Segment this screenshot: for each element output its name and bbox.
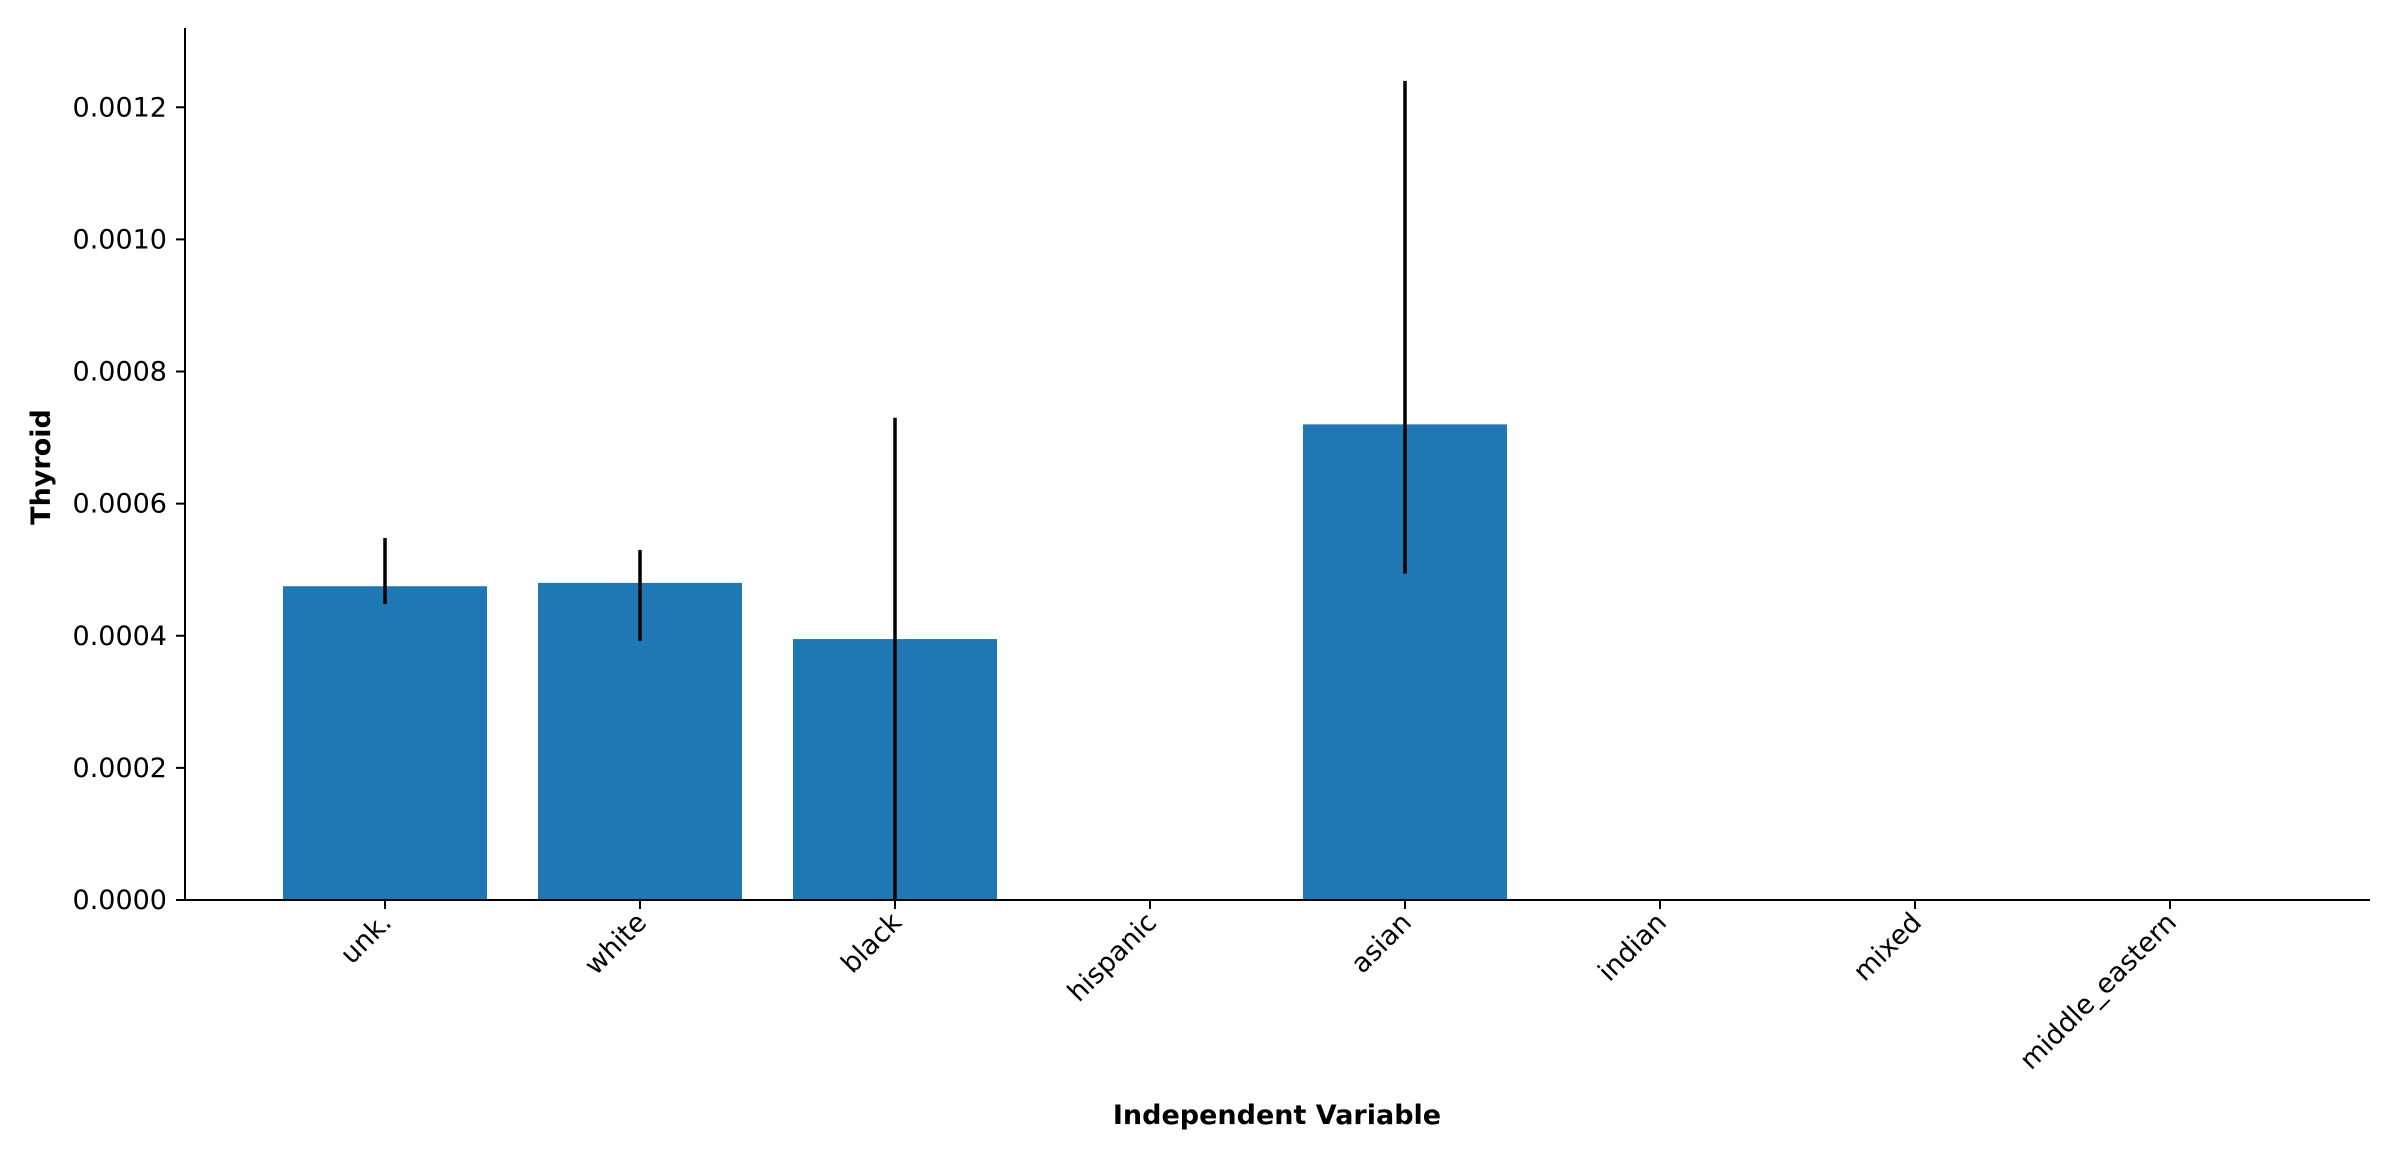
y-tick-label: 0.0000 (73, 885, 167, 916)
y-tick-label: 0.0012 (73, 92, 167, 123)
y-ticks-group: 0.0000 0.0002 0.0004 0.0006 0.0008 0.0010 0.00… (73, 92, 185, 916)
x-tick-label: black (835, 907, 908, 980)
y-axis-title: Thyroid (26, 409, 57, 525)
y-tick-label: 0.0008 (73, 357, 167, 388)
x-ticks-group: unk. white black hispanic asian indian mixed mi… (335, 900, 2183, 1076)
x-tick-label: indian (1592, 907, 1673, 988)
x-tick-label: white (579, 907, 653, 981)
x-tick-label: unk. (335, 907, 398, 970)
bar-unk. (283, 586, 487, 900)
x-tick-label: asian (1345, 907, 1418, 980)
x-tick-label: middle_eastern (2014, 907, 2183, 1076)
y-tick-label: 0.0002 (73, 753, 167, 784)
y-tick-label: 0.0006 (73, 489, 167, 520)
x-tick-label: mixed (1848, 907, 1928, 987)
y-tick-label: 0.0004 (73, 621, 167, 652)
error-bars-group (383, 80, 1407, 900)
x-tick-label: hispanic (1062, 907, 1163, 1008)
x-axis-title: Independent Variable (1113, 1100, 1441, 1131)
y-tick-label: 0.0010 (73, 224, 167, 255)
